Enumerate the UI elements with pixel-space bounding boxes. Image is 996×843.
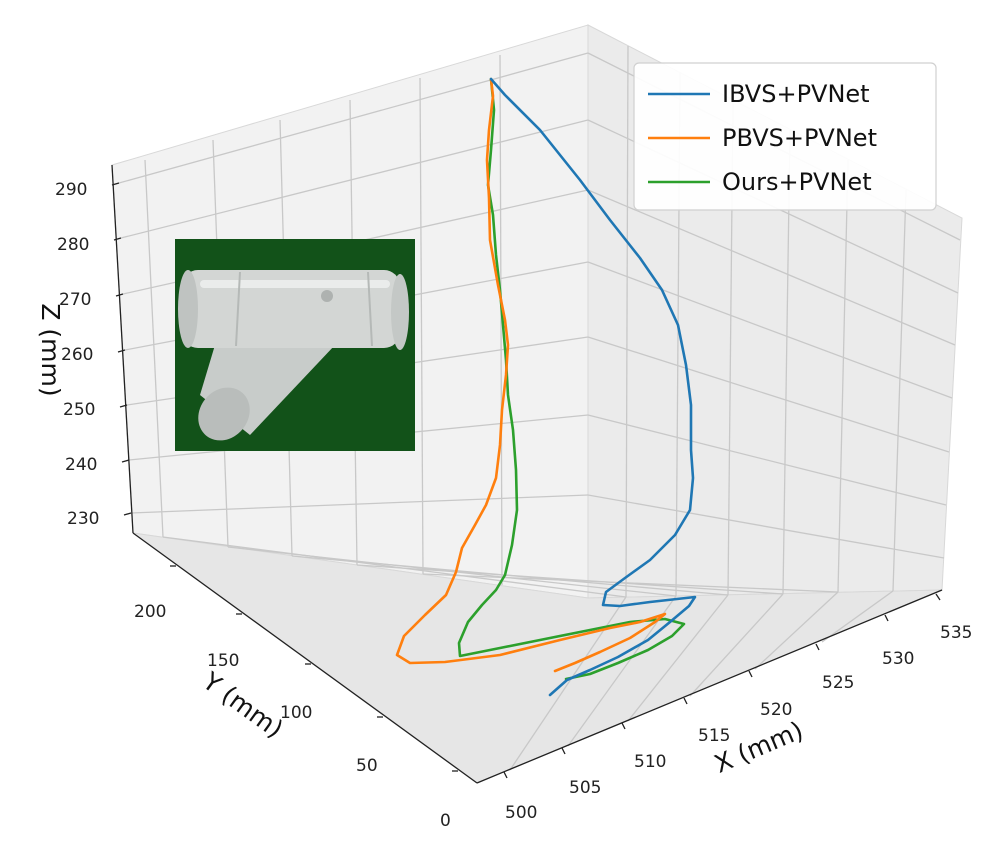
grid-line <box>118 52 589 184</box>
x-tick-label: 500 <box>505 803 537 823</box>
pipe-highlight <box>200 280 390 288</box>
grid-line <box>587 336 950 453</box>
axis-lines <box>111 164 943 784</box>
legend: IBVS+PVNet PBVS+PVNet Ours+PVNet <box>633 62 937 211</box>
z-tick-mark <box>119 404 128 408</box>
grid-line <box>587 189 956 346</box>
legend-label: Ours+PVNet <box>722 168 872 196</box>
grid-line <box>821 590 894 643</box>
pipe-seam <box>235 271 241 347</box>
grid-line <box>837 159 849 593</box>
grid-line <box>587 261 953 399</box>
x-tick-label: 510 <box>634 752 666 772</box>
y-tick-labels: 200 150 100 50 0 <box>134 602 451 831</box>
y-tick-label: 100 <box>280 703 312 723</box>
z-tick-mark <box>123 512 132 516</box>
grid-line <box>754 591 839 670</box>
x-tick-label: 505 <box>569 778 601 798</box>
z-tick-label: 260 <box>61 345 93 365</box>
y-axis-line <box>132 532 478 784</box>
grid-line <box>356 564 784 595</box>
x-tick-label: 515 <box>698 726 730 746</box>
x-axis-line <box>476 589 943 784</box>
pipe-main-left-end <box>178 270 198 348</box>
grid-line <box>499 54 503 586</box>
grid-line <box>422 573 839 593</box>
z-tick-label: 290 <box>55 180 87 200</box>
z-tick-label: 280 <box>57 235 89 255</box>
grid-line <box>419 77 424 575</box>
y-tick-label: 150 <box>207 651 239 671</box>
inset-pipe-photo <box>175 239 415 451</box>
trajectory-line-ibvs-pvnet <box>489 77 697 697</box>
z-tick-label: 250 <box>63 400 95 420</box>
grid-line <box>587 414 947 506</box>
x-tick-mark <box>561 747 566 755</box>
z-tick-mark <box>113 237 122 241</box>
z-tick-mark <box>115 293 124 297</box>
z-tick-mark <box>121 459 130 463</box>
legend-label: IBVS+PVNet <box>722 80 870 108</box>
tick-marks <box>111 182 941 779</box>
z-tick-label: 230 <box>67 509 99 529</box>
x-tick-mark <box>503 771 508 779</box>
z-axis-label: Z (mm) <box>36 303 65 396</box>
trajectory-line-ours-pvnet <box>457 77 686 681</box>
grid-line <box>627 594 729 722</box>
x-tick-label: 530 <box>882 649 914 669</box>
legend-box <box>633 62 937 211</box>
x-tick-mark <box>683 697 688 705</box>
z-tick-labels: 290 280 270 260 250 240 230 <box>55 180 99 529</box>
z-tick-mark <box>111 182 120 186</box>
x-tick-mark <box>748 670 753 678</box>
z-tick-label: 270 <box>59 290 91 310</box>
pipe-branch-end <box>198 387 250 441</box>
grid-line <box>689 593 784 697</box>
grid-line <box>892 189 907 592</box>
x-tick-mark <box>815 643 820 651</box>
pipe-marker <box>321 290 333 302</box>
x-tick-label: 525 <box>822 673 854 693</box>
trajectory-series <box>395 77 697 697</box>
legend-label: PBVS+PVNet <box>722 124 877 152</box>
grid-line <box>120 119 589 239</box>
pipe-main-right-end <box>391 274 409 350</box>
grid-line <box>587 494 945 559</box>
trajectory-line-pbvs-pvnet <box>395 77 667 673</box>
grid-line <box>144 159 164 538</box>
grid-line <box>130 494 589 514</box>
y-tick-label: 0 <box>440 811 451 831</box>
y-axis-label: Y (mm) <box>197 666 289 744</box>
x-tick-labels: 500 505 510 515 520 525 530 535 <box>505 623 972 823</box>
y-tick-label: 200 <box>134 602 166 622</box>
x-tick-label: 535 <box>940 623 972 643</box>
x-tick-mark <box>935 593 941 601</box>
z-axis-line <box>111 164 134 534</box>
x-tick-mark <box>621 722 626 730</box>
x-tick-label: 520 <box>760 700 792 720</box>
z-tick-label: 240 <box>65 455 97 475</box>
x-tick-mark <box>884 614 889 622</box>
z-tick-mark <box>117 349 126 353</box>
y-tick-label: 50 <box>356 756 378 776</box>
pipe-seam <box>367 271 373 347</box>
